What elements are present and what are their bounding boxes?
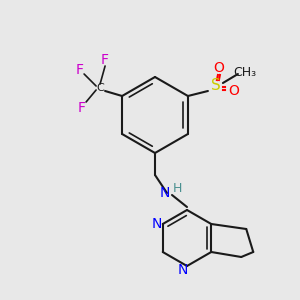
Text: N: N bbox=[178, 263, 188, 277]
Text: N: N bbox=[152, 217, 162, 231]
Text: F: F bbox=[76, 63, 84, 77]
Text: O: O bbox=[229, 84, 239, 98]
Text: S: S bbox=[211, 79, 221, 94]
Text: H: H bbox=[172, 182, 182, 196]
Text: O: O bbox=[214, 61, 224, 75]
Text: CH₃: CH₃ bbox=[233, 65, 256, 79]
Text: F: F bbox=[78, 101, 86, 115]
Text: N: N bbox=[160, 186, 170, 200]
Text: F: F bbox=[101, 53, 109, 67]
Text: C: C bbox=[96, 83, 104, 93]
